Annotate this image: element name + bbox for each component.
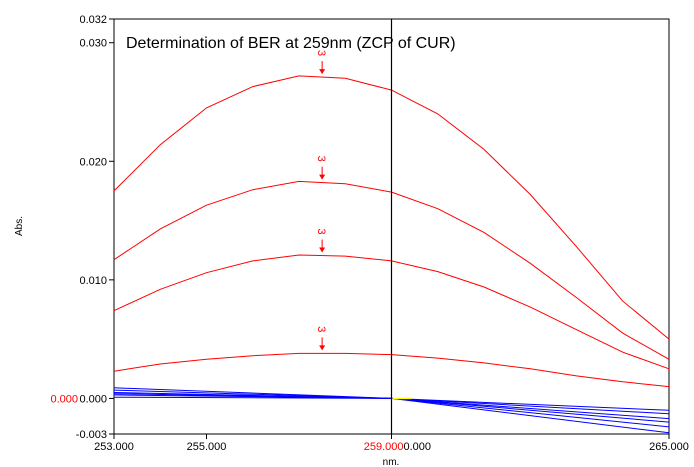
peak-marker-label: 3	[315, 156, 327, 162]
cursor-y-readout: 0.000	[50, 393, 78, 405]
y-tick-label: 0.032	[79, 14, 107, 26]
cursor-x-suffix: 0.000	[404, 441, 432, 453]
x-axis-title: nm.	[383, 457, 400, 467]
y-tick-label: 0.020	[79, 156, 107, 168]
cursor-x-readout: 259.000	[364, 441, 404, 453]
y-tick-label: -0.003	[76, 429, 107, 441]
y-tick-label: 0.000	[79, 393, 107, 405]
y-tick-labels: -0.003 0.000 0.010 0.020 0.030 0.032	[76, 14, 107, 441]
chart-title: Determination of BER at 259nm (ZCP of CU…	[126, 35, 456, 52]
x-tick-label: 253.000	[94, 441, 134, 453]
y-tick-label: 0.030	[79, 38, 107, 50]
y-axis-title: Abs.	[14, 216, 25, 236]
peak-marker-label: 3	[315, 326, 327, 332]
x-tick-label: 265.000	[649, 441, 689, 453]
y-tick-label: 0.010	[79, 275, 107, 287]
x-tick-label: 255.000	[187, 441, 227, 453]
peak-marker-label: 3	[315, 228, 327, 234]
